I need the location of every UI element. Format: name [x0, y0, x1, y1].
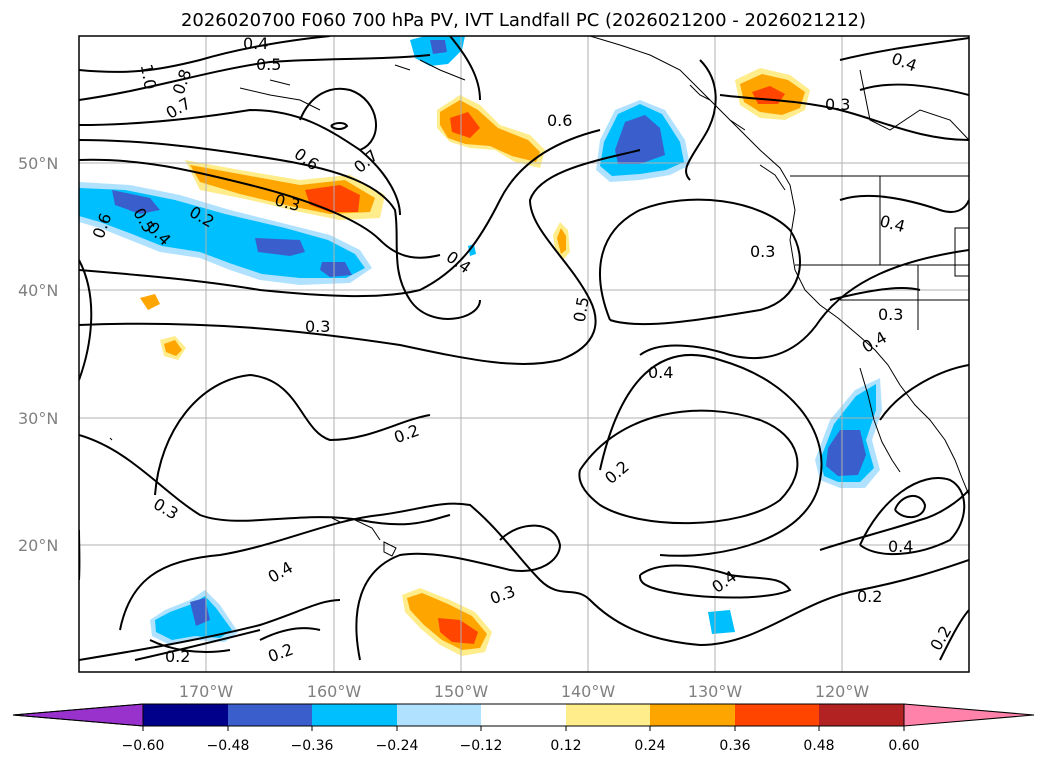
contour-label: 0.2	[601, 457, 633, 488]
colorbar-extend-low	[12, 703, 144, 727]
colorbar-segment	[312, 704, 397, 726]
coastline	[109, 36, 969, 557]
colorbar-segment	[481, 704, 566, 726]
contour-label: 0.3	[487, 582, 517, 609]
lon-label: 150°W	[434, 682, 489, 701]
lon-label: 130°W	[688, 682, 743, 701]
contour-label: 0.3	[750, 242, 775, 261]
colorbar-tick-label: −0.36	[291, 738, 334, 754]
lon-label: 170°W	[179, 682, 234, 701]
longitude-labels: 170°W 160°W 150°W 140°W 130°W 120°W	[179, 682, 870, 701]
contour-label: 0.8	[169, 67, 196, 97]
contour-label: 0.4	[859, 327, 891, 356]
contour-label: 1.0	[137, 63, 160, 91]
colorbar-segment	[397, 704, 481, 726]
colorbar-tick-label: 0.48	[803, 738, 834, 754]
contour-label: 0.2	[926, 622, 955, 654]
contour-label: 0.2	[165, 647, 190, 666]
contour-label: 0.4	[889, 49, 919, 76]
colorbar-tick-label: −0.12	[460, 738, 503, 754]
colorbar-segment	[143, 704, 228, 726]
lat-label: 50°N	[18, 154, 58, 173]
pv-contours	[79, 36, 969, 661]
contour-label: 0.4	[265, 557, 297, 586]
contour-label: 0.4	[878, 211, 908, 236]
colorbar-segment	[735, 704, 819, 726]
colorbar-tick-label: −0.60	[122, 738, 165, 754]
colorbar-tick-label: 0.36	[719, 738, 750, 754]
contour-label: 0.6	[291, 144, 323, 174]
contour-label: 0.3	[878, 305, 903, 324]
contour-label: 0.2	[265, 640, 295, 667]
colorbar-extend-high	[903, 703, 1035, 727]
colorbar: −0.60 −0.48 −0.36 −0.24 −0.12 0.12 0.24 …	[12, 703, 1035, 754]
contour-label: 0.2	[857, 587, 882, 606]
lat-label: 40°N	[18, 281, 58, 300]
contour-label: 0.4	[648, 363, 673, 382]
map-title: 2026020700 F060 700 hPa PV, IVT Landfall…	[180, 10, 867, 31]
colorbar-tick-label: 0.24	[634, 738, 665, 754]
latitude-labels: 50°N 40°N 30°N 20°N	[18, 154, 58, 555]
map-frame	[78, 35, 970, 673]
contour-label: 0.3	[825, 95, 850, 114]
ivt-shading	[79, 36, 882, 656]
contour-label: 0.5	[256, 55, 281, 74]
colorbar-tick-label: −0.48	[207, 738, 250, 754]
colorbar-tick-label: 0.12	[550, 738, 581, 754]
graticule	[79, 36, 969, 672]
contour-label: 0.5	[570, 295, 593, 323]
colorbar-segment	[650, 704, 735, 726]
contour-label: 0.7	[350, 146, 382, 177]
contour-label: 0.4	[243, 34, 268, 53]
contour-label: 0.4	[888, 537, 913, 556]
colorbar-segment	[819, 704, 904, 726]
contour-label: 0.6	[547, 111, 572, 130]
colorbar-tick-label: −0.24	[376, 738, 419, 754]
colorbar-segment	[566, 704, 650, 726]
lat-label: 30°N	[18, 409, 58, 428]
contour-label: 0.3	[305, 317, 330, 336]
lat-label: 20°N	[18, 536, 58, 555]
colorbar-tick-label: 0.60	[888, 738, 919, 754]
lon-label: 120°W	[815, 682, 870, 701]
lon-label: 140°W	[561, 682, 616, 701]
lon-label: 160°W	[307, 682, 362, 701]
colorbar-segment	[228, 704, 312, 726]
